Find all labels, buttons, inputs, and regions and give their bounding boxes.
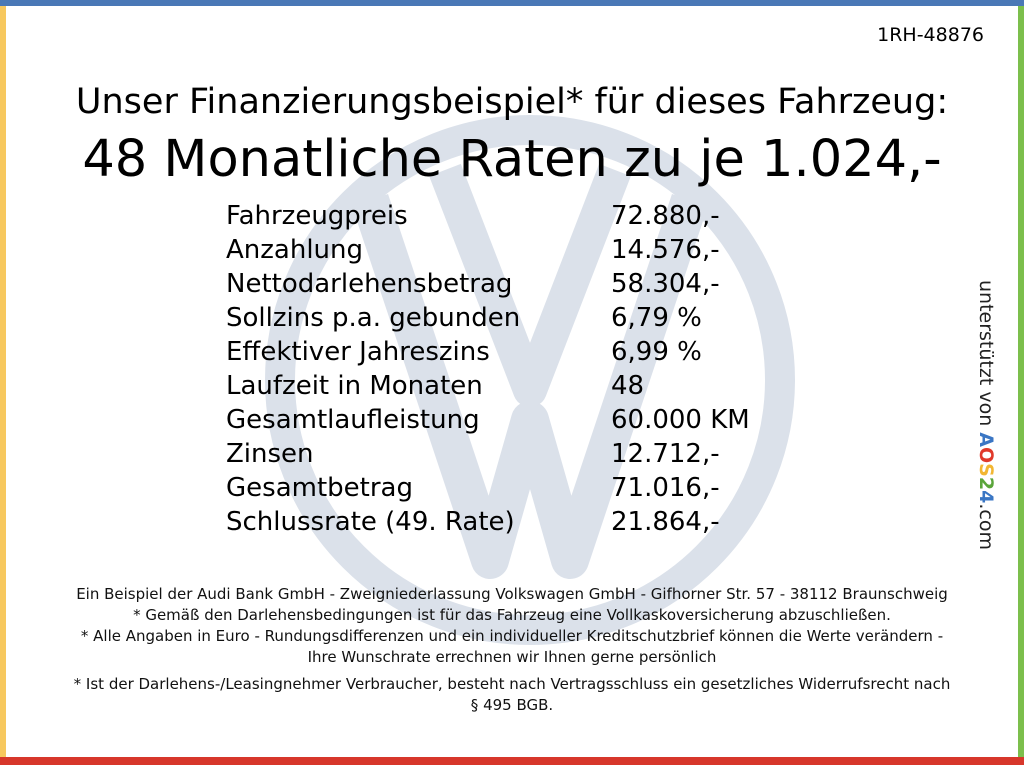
vw-logo-watermark bbox=[265, 115, 795, 645]
row-label: Gesamtlaufleistung bbox=[226, 405, 480, 435]
right-color-bar bbox=[1018, 6, 1024, 757]
left-color-bar bbox=[0, 6, 6, 757]
top-color-bar bbox=[0, 0, 1024, 6]
table-row: Effektiver Jahreszins 6,99 % bbox=[226, 335, 786, 369]
legal-footer: Ein Beispiel der Audi Bank GmbH - Zweign… bbox=[70, 584, 954, 716]
footer-insurance-note: * Gemäß den Darlehensbedingungen ist für… bbox=[133, 606, 891, 624]
table-row: Gesamtlaufleistung 60.000 KM bbox=[226, 403, 786, 437]
row-value: 21.864,- bbox=[611, 507, 720, 537]
headline: Unser Finanzierungsbeispiel* für dieses … bbox=[75, 82, 949, 122]
row-label: Laufzeit in Monaten bbox=[226, 371, 483, 401]
brand-logo-letter: 2 bbox=[975, 476, 997, 491]
table-row: Nettodarlehensbetrag 58.304,- bbox=[226, 267, 786, 301]
row-label: Schlussrate (49. Rate) bbox=[226, 507, 515, 537]
table-row: Zinsen 12.712,- bbox=[226, 437, 786, 471]
table-row: Schlussrate (49. Rate) 21.864,- bbox=[226, 505, 786, 539]
table-row: Sollzins p.a. gebunden 6,79 % bbox=[226, 301, 786, 335]
row-value: 14.576,- bbox=[611, 235, 720, 265]
footer-withdrawal-note: * Ist der Darlehens-/Leasingnehmer Verbr… bbox=[73, 675, 951, 714]
footer-bank-note: Ein Beispiel der Audi Bank GmbH - Zweign… bbox=[76, 585, 948, 603]
row-label: Nettodarlehensbetrag bbox=[226, 269, 513, 299]
supported-by-caption: unterstützt von AOS24.com bbox=[972, 280, 1000, 580]
row-value: 60.000 KM bbox=[611, 405, 750, 435]
table-row: Laufzeit in Monaten 48 bbox=[226, 369, 786, 403]
brand-domain-suffix: .com bbox=[975, 503, 997, 550]
row-label: Sollzins p.a. gebunden bbox=[226, 303, 521, 333]
row-value: 48 bbox=[611, 371, 645, 401]
row-value: 6,79 % bbox=[611, 303, 702, 333]
row-value: 71.016,- bbox=[611, 473, 720, 503]
table-row: Anzahlung 14.576,- bbox=[226, 233, 786, 267]
row-value: 6,99 % bbox=[611, 337, 702, 367]
finance-table: Fahrzeugpreis 72.880,- Anzahlung 14.576,- … bbox=[226, 199, 786, 539]
row-label: Zinsen bbox=[226, 439, 314, 469]
brand-logo-letter: S bbox=[975, 463, 997, 477]
row-label: Gesamtbetrag bbox=[226, 473, 413, 503]
table-row: Fahrzeugpreis 72.880,- bbox=[226, 199, 786, 233]
row-value: 12.712,- bbox=[611, 439, 720, 469]
row-value: 58.304,- bbox=[611, 269, 720, 299]
supported-by-prefix: unterstützt von bbox=[975, 280, 997, 433]
brand-logo-letter: O bbox=[975, 447, 997, 464]
row-label: Anzahlung bbox=[226, 235, 364, 265]
footer-currency-note: * Alle Angaben in Euro - Rundungsdiffere… bbox=[80, 627, 944, 666]
monthly-rate-title: 48 Monatliche Raten zu je 1.024,- bbox=[82, 130, 942, 189]
row-label: Fahrzeugpreis bbox=[226, 201, 408, 231]
row-value: 72.880,- bbox=[611, 201, 720, 231]
reference-number: 1RH-48876 bbox=[877, 24, 984, 46]
brand-logo-letter: 4 bbox=[975, 490, 997, 504]
brand-logo-letter: A bbox=[975, 432, 997, 448]
table-row: Gesamtbetrag 71.016,- bbox=[226, 471, 786, 505]
bottom-color-bar bbox=[0, 757, 1024, 765]
row-label: Effektiver Jahreszins bbox=[226, 337, 490, 367]
